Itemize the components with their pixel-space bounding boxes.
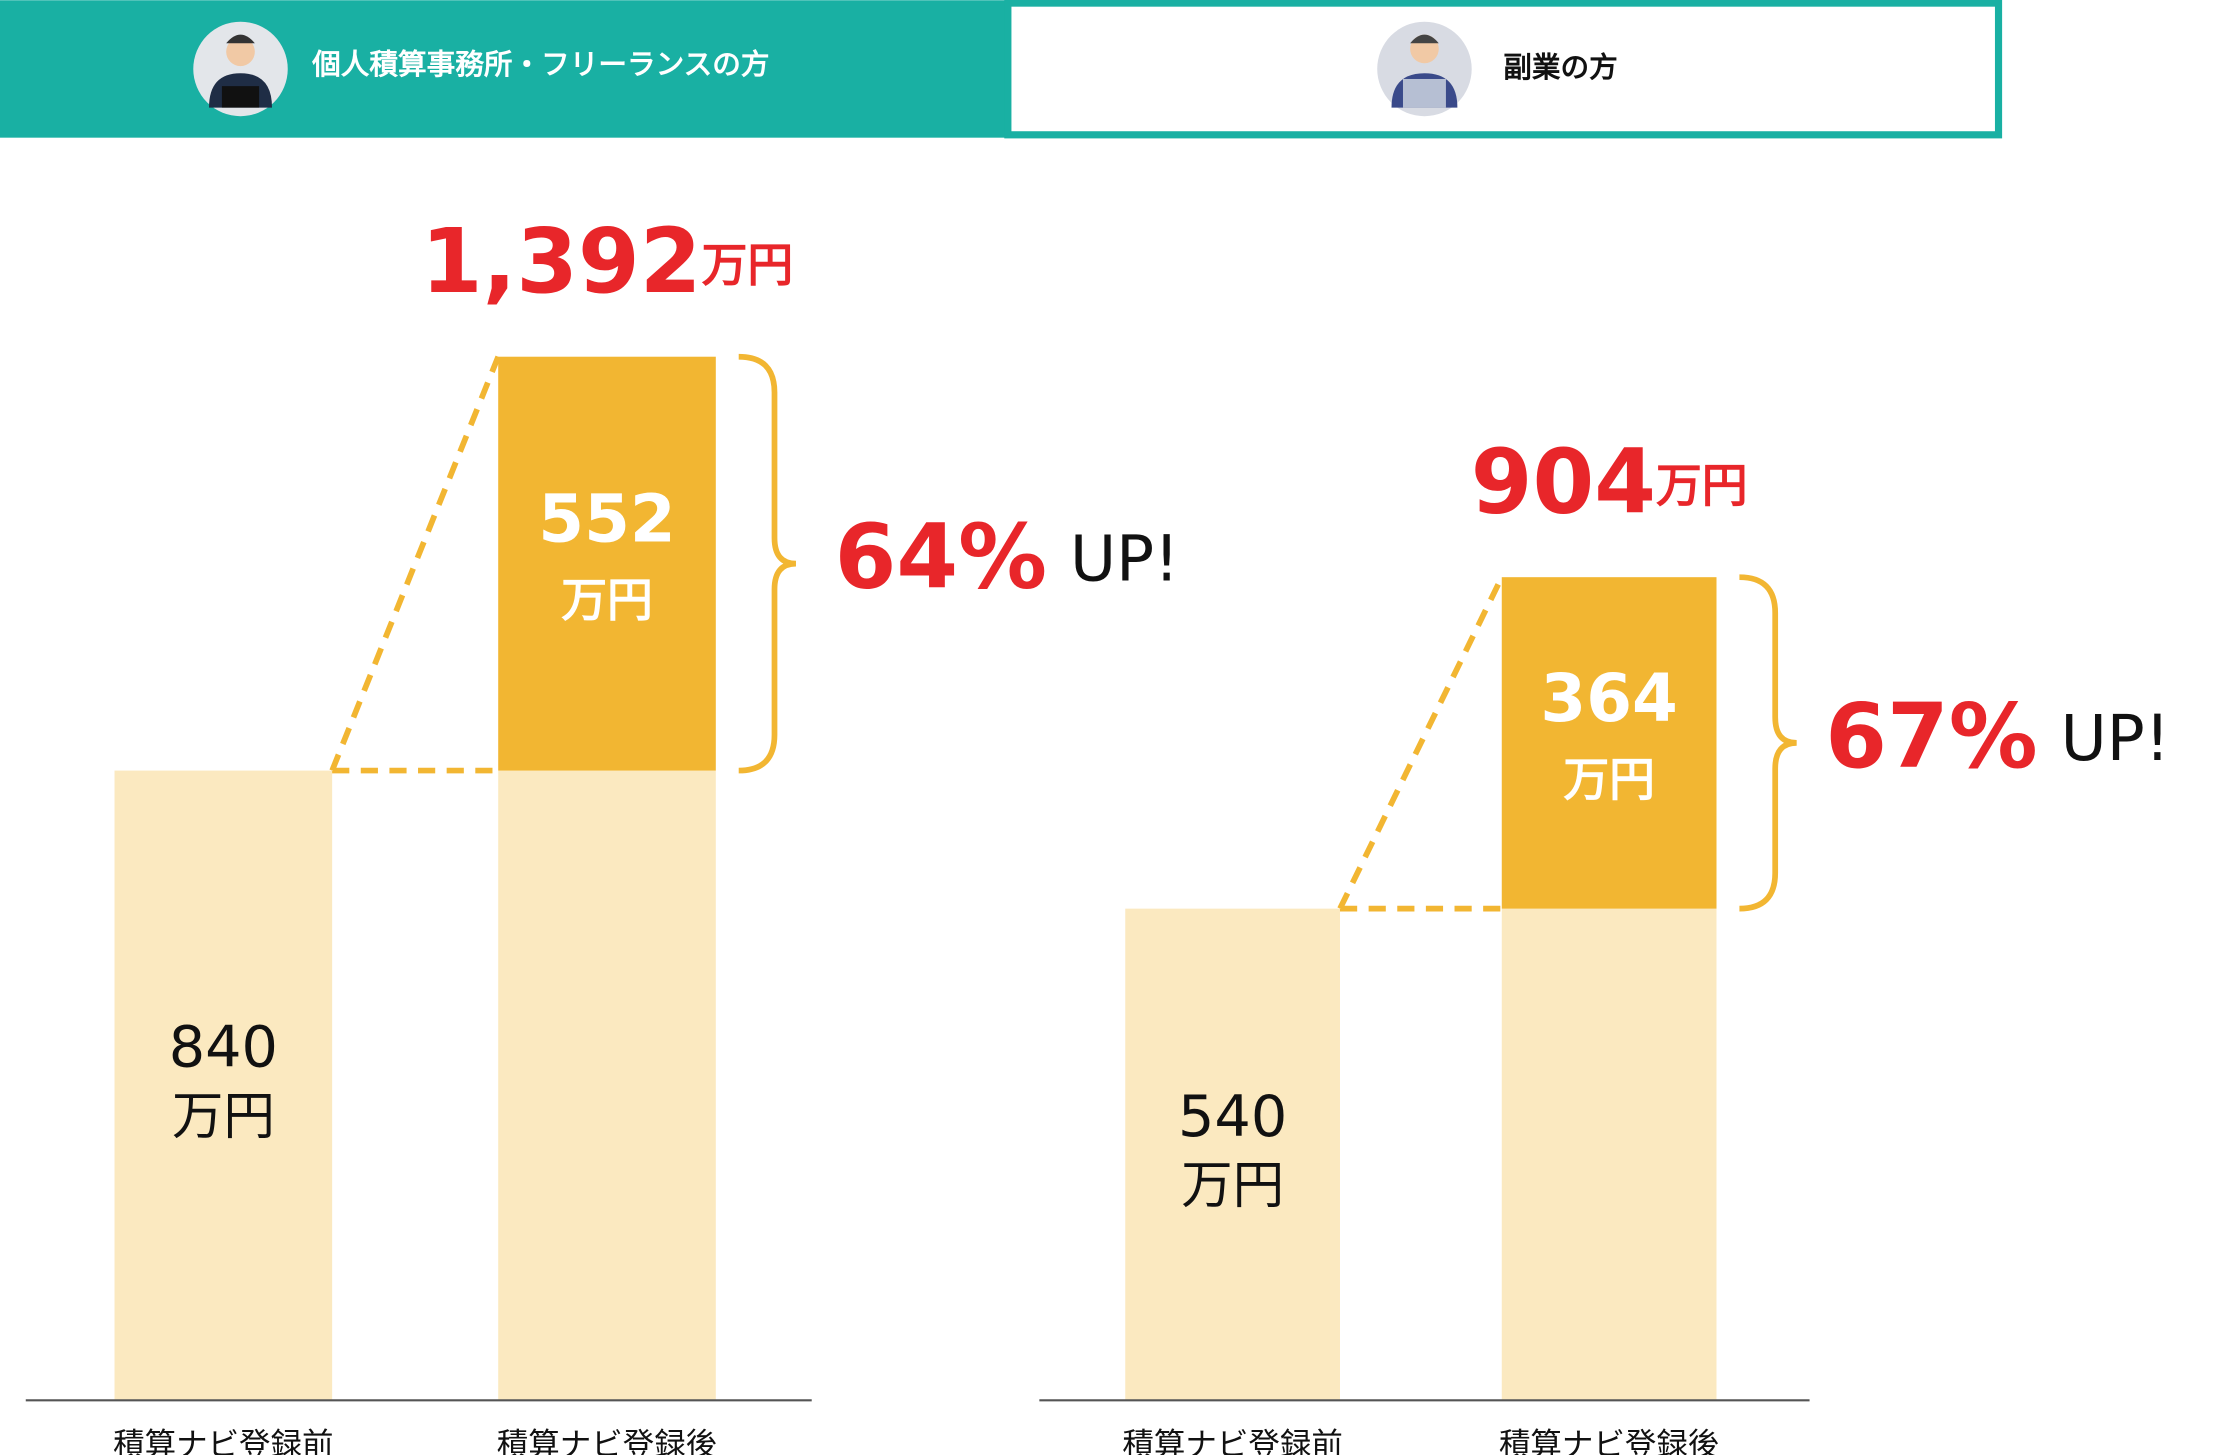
bar-segment <box>1501 577 1717 909</box>
avatar <box>1377 21 1472 117</box>
unit-label: 万円 <box>1181 1156 1284 1216</box>
connector <box>1337 575 1505 912</box>
value-label: 540 <box>1178 1083 1287 1150</box>
total-value: 1,392 <box>421 210 702 313</box>
bar-segment <box>498 770 716 1401</box>
bar-segment <box>1501 908 1717 1401</box>
bar-segment <box>1125 908 1340 1401</box>
category-label: 積算ナビ登録前 <box>113 1427 333 1455</box>
avatar <box>193 21 288 117</box>
unit-label: 万円 <box>1563 752 1655 806</box>
total-value: 904 <box>1471 431 1656 534</box>
value-label: 364 <box>1540 660 1677 737</box>
category-label: 積算ナビ登録後 <box>1499 1427 1719 1455</box>
increase-label: 67% UP! <box>1825 685 2170 788</box>
unit-label: 万円 <box>1656 458 1748 512</box>
unit-label: 万円 <box>561 573 653 627</box>
bar-segment <box>114 770 333 1401</box>
value-label: 552 <box>538 481 675 558</box>
tab-label[interactable]: 個人積算事務所・フリーランスの方 <box>311 47 769 81</box>
brace <box>1739 574 1797 912</box>
increase-text: UP! <box>1070 523 1179 596</box>
tab-label[interactable]: 副業の方 <box>1503 50 1618 84</box>
increase-value: 64% <box>835 506 1047 609</box>
brace <box>738 353 797 774</box>
increase-text: UP! <box>2061 702 2170 775</box>
connector <box>329 355 501 774</box>
value-label: 840 <box>169 1014 278 1081</box>
tab-active[interactable] <box>0 0 1011 138</box>
unit-label: 万円 <box>172 1087 275 1147</box>
unit-label: 万円 <box>702 237 794 291</box>
total-label: 904万円 <box>1471 431 1748 534</box>
category-label: 積算ナビ登録後 <box>497 1427 717 1455</box>
total-label: 1,392万円 <box>421 210 793 313</box>
bar-segment <box>498 356 716 771</box>
tab-inactive[interactable] <box>1004 0 2003 139</box>
increase-label: 64% UP! <box>835 506 1180 609</box>
category-label: 積算ナビ登録前 <box>1122 1427 1342 1455</box>
increase-value: 67% <box>1825 685 2037 788</box>
